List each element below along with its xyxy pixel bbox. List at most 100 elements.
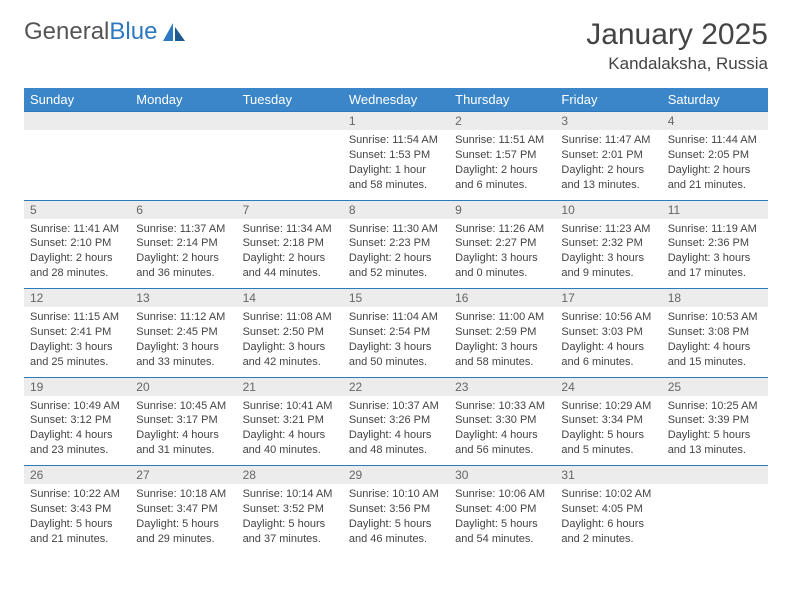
day-content-row: Sunrise: 10:22 AMSunset: 3:43 PMDaylight… [24, 484, 768, 552]
day-number-cell: 9 [449, 200, 555, 219]
day-content-cell: Sunrise: 11:30 AMSunset: 2:23 PMDaylight… [343, 219, 449, 289]
day-content-cell: Sunrise: 10:06 AMSunset: 4:00 PMDaylight… [449, 484, 555, 552]
daylight-text: Daylight: 5 hours and 29 minutes. [136, 517, 230, 547]
day-content-cell: Sunrise: 11:04 AMSunset: 2:54 PMDaylight… [343, 307, 449, 377]
day-content-cell: Sunrise: 10:56 AMSunset: 3:03 PMDaylight… [555, 307, 661, 377]
day-number-cell: 2 [449, 112, 555, 131]
sunset-text: Sunset: 2:10 PM [30, 236, 124, 251]
sunrise-text: Sunrise: 11:08 AM [243, 310, 337, 325]
daylight-text: Daylight: 3 hours and 9 minutes. [561, 251, 655, 281]
sunset-text: Sunset: 3:34 PM [561, 413, 655, 428]
sunset-text: Sunset: 2:14 PM [136, 236, 230, 251]
daylight-text: Daylight: 3 hours and 42 minutes. [243, 340, 337, 370]
day-content-cell: Sunrise: 11:19 AMSunset: 2:36 PMDaylight… [662, 219, 768, 289]
daylight-text: Daylight: 4 hours and 23 minutes. [30, 428, 124, 458]
sunset-text: Sunset: 3:08 PM [668, 325, 762, 340]
day-number-cell: 5 [24, 200, 130, 219]
sunset-text: Sunset: 3:30 PM [455, 413, 549, 428]
daylight-text: Daylight: 4 hours and 31 minutes. [136, 428, 230, 458]
sunrise-text: Sunrise: 10:18 AM [136, 487, 230, 502]
day-number-cell: 25 [662, 377, 768, 396]
sunset-text: Sunset: 2:23 PM [349, 236, 443, 251]
day-number-cell [237, 112, 343, 131]
sunset-text: Sunset: 3:17 PM [136, 413, 230, 428]
day-number-cell: 6 [130, 200, 236, 219]
sunset-text: Sunset: 2:27 PM [455, 236, 549, 251]
day-number-cell: 15 [343, 289, 449, 308]
day-number-cell: 19 [24, 377, 130, 396]
sail-icon [161, 21, 187, 43]
sunset-text: Sunset: 2:54 PM [349, 325, 443, 340]
day-number-cell: 1 [343, 112, 449, 131]
daylight-text: Daylight: 5 hours and 5 minutes. [561, 428, 655, 458]
daylight-text: Daylight: 5 hours and 46 minutes. [349, 517, 443, 547]
day-number-row: 12131415161718 [24, 289, 768, 308]
day-content-cell: Sunrise: 11:34 AMSunset: 2:18 PMDaylight… [237, 219, 343, 289]
sunrise-text: Sunrise: 10:02 AM [561, 487, 655, 502]
daylight-text: Daylight: 3 hours and 58 minutes. [455, 340, 549, 370]
day-content-cell [130, 130, 236, 200]
day-content-cell: Sunrise: 11:15 AMSunset: 2:41 PMDaylight… [24, 307, 130, 377]
day-content-row: Sunrise: 11:54 AMSunset: 1:53 PMDaylight… [24, 130, 768, 200]
sunset-text: Sunset: 3:43 PM [30, 502, 124, 517]
day-number-cell: 8 [343, 200, 449, 219]
sunrise-text: Sunrise: 11:19 AM [668, 222, 762, 237]
day-number-cell: 20 [130, 377, 236, 396]
sunrise-text: Sunrise: 10:56 AM [561, 310, 655, 325]
day-number-cell: 24 [555, 377, 661, 396]
day-number-cell: 10 [555, 200, 661, 219]
day-content-cell: Sunrise: 10:33 AMSunset: 3:30 PMDaylight… [449, 396, 555, 466]
sunrise-text: Sunrise: 11:30 AM [349, 222, 443, 237]
weekday-header: Monday [130, 88, 236, 112]
day-content-cell: Sunrise: 10:14 AMSunset: 3:52 PMDaylight… [237, 484, 343, 552]
day-content-cell: Sunrise: 11:47 AMSunset: 2:01 PMDaylight… [555, 130, 661, 200]
sunset-text: Sunset: 3:12 PM [30, 413, 124, 428]
sunrise-text: Sunrise: 11:26 AM [455, 222, 549, 237]
weekday-header: Wednesday [343, 88, 449, 112]
header: GeneralBlue January 2025 Kandalaksha, Ru… [24, 18, 768, 74]
sunrise-text: Sunrise: 11:34 AM [243, 222, 337, 237]
day-number-cell: 14 [237, 289, 343, 308]
daylight-text: Daylight: 4 hours and 15 minutes. [668, 340, 762, 370]
day-content-cell: Sunrise: 11:44 AMSunset: 2:05 PMDaylight… [662, 130, 768, 200]
calendar-table: SundayMondayTuesdayWednesdayThursdayFrid… [24, 88, 768, 552]
sunset-text: Sunset: 1:53 PM [349, 148, 443, 163]
daylight-text: Daylight: 2 hours and 6 minutes. [455, 163, 549, 193]
daylight-text: Daylight: 5 hours and 13 minutes. [668, 428, 762, 458]
daylight-text: Daylight: 2 hours and 28 minutes. [30, 251, 124, 281]
daylight-text: Daylight: 4 hours and 6 minutes. [561, 340, 655, 370]
day-number-cell [130, 112, 236, 131]
sunrise-text: Sunrise: 11:44 AM [668, 133, 762, 148]
sunset-text: Sunset: 3:52 PM [243, 502, 337, 517]
day-number-cell: 7 [237, 200, 343, 219]
sunrise-text: Sunrise: 10:10 AM [349, 487, 443, 502]
day-number-cell: 3 [555, 112, 661, 131]
day-number-cell: 30 [449, 466, 555, 485]
sunrise-text: Sunrise: 10:22 AM [30, 487, 124, 502]
day-content-row: Sunrise: 11:41 AMSunset: 2:10 PMDaylight… [24, 219, 768, 289]
daylight-text: Daylight: 5 hours and 21 minutes. [30, 517, 124, 547]
day-number-cell: 17 [555, 289, 661, 308]
day-content-cell [24, 130, 130, 200]
sunrise-text: Sunrise: 11:47 AM [561, 133, 655, 148]
daylight-text: Daylight: 5 hours and 37 minutes. [243, 517, 337, 547]
day-content-cell [662, 484, 768, 552]
sunset-text: Sunset: 2:50 PM [243, 325, 337, 340]
daylight-text: Daylight: 3 hours and 33 minutes. [136, 340, 230, 370]
daylight-text: Daylight: 3 hours and 25 minutes. [30, 340, 124, 370]
sunrise-text: Sunrise: 11:15 AM [30, 310, 124, 325]
day-content-cell: Sunrise: 11:12 AMSunset: 2:45 PMDaylight… [130, 307, 236, 377]
day-content-cell: Sunrise: 10:29 AMSunset: 3:34 PMDaylight… [555, 396, 661, 466]
sunset-text: Sunset: 2:41 PM [30, 325, 124, 340]
sunset-text: Sunset: 3:21 PM [243, 413, 337, 428]
daylight-text: Daylight: 3 hours and 50 minutes. [349, 340, 443, 370]
day-content-cell: Sunrise: 11:41 AMSunset: 2:10 PMDaylight… [24, 219, 130, 289]
sunrise-text: Sunrise: 11:12 AM [136, 310, 230, 325]
sunrise-text: Sunrise: 10:49 AM [30, 399, 124, 414]
day-content-cell: Sunrise: 10:25 AMSunset: 3:39 PMDaylight… [662, 396, 768, 466]
sunrise-text: Sunrise: 10:41 AM [243, 399, 337, 414]
sunset-text: Sunset: 3:47 PM [136, 502, 230, 517]
daylight-text: Daylight: 2 hours and 36 minutes. [136, 251, 230, 281]
daylight-text: Daylight: 2 hours and 44 minutes. [243, 251, 337, 281]
day-content-row: Sunrise: 10:49 AMSunset: 3:12 PMDaylight… [24, 396, 768, 466]
